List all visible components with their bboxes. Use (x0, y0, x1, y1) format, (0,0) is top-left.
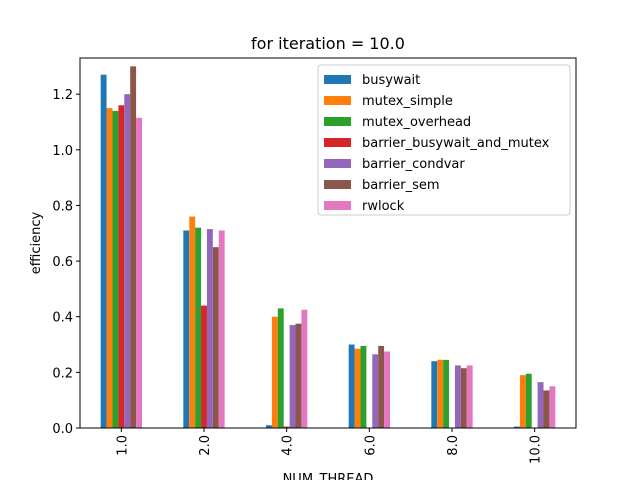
bar-rwlock-6.0 (384, 351, 390, 428)
bar-rwlock-10.0 (549, 386, 556, 428)
bar-rwlock-2.0 (218, 230, 225, 428)
bar-mutex_overhead-1.0 (112, 110, 119, 429)
bar-mutex_simple-10.0 (519, 375, 526, 428)
bar-barrier_busywait_and_mutex-4.0 (283, 426, 290, 428)
legend-swatch-mutex_simple (324, 96, 351, 105)
legend-box (317, 64, 571, 216)
y-tick-label: 0.8 (52, 199, 73, 214)
bar-mutex_simple-8.0 (437, 359, 444, 428)
bar-barrier_busywait_and_mutex-2.0 (201, 305, 207, 428)
legend-label-barrier_busywait_and_mutex: barrier_busywait_and_mutex (362, 136, 550, 151)
bar-mutex_simple-1.0 (106, 108, 113, 428)
legend-swatch-busywait (324, 75, 351, 84)
legend-label-barrier_condvar: barrier_condvar (362, 157, 465, 172)
bar-mutex_overhead-4.0 (277, 308, 284, 428)
legend-swatch-mutex_overhead (324, 117, 351, 126)
x-tick-label: 1.0 (115, 435, 130, 456)
y-axis-label: efficiency (29, 211, 44, 274)
y-tick-label: 1.0 (52, 144, 73, 159)
y-tick-label: 0.4 (52, 311, 73, 326)
bar-mutex_simple-2.0 (189, 216, 196, 428)
bar-barrier_sem-2.0 (212, 247, 219, 428)
bar-busywait-4.0 (266, 425, 272, 428)
y-tick-label: 1.2 (52, 88, 73, 103)
x-tick-label: 6.0 (363, 435, 378, 456)
bar-rwlock-1.0 (136, 117, 142, 428)
bar-busywait-10.0 (514, 426, 520, 428)
legend-label-barrier_sem: barrier_sem (362, 178, 440, 193)
y-tick-label: 0.2 (52, 366, 73, 381)
legend-label-mutex_overhead: mutex_overhead (362, 115, 471, 130)
bar-busywait-1.0 (100, 74, 107, 428)
legend-label-mutex_simple: mutex_simple (362, 94, 453, 109)
x-tick-label: 2.0 (198, 435, 213, 456)
x-tick-label: 8.0 (446, 435, 461, 456)
plot-frame (79, 57, 577, 429)
chart-title: for iteration = 10.0 (251, 34, 405, 53)
x-axis: 1.0 2.0 4.0 6.0 8.0 10.0 (115, 428, 544, 464)
legend: busywait mutex_simple mutex_overheadbarrie… (317, 64, 571, 216)
bar-barrier_sem-8.0 (460, 368, 467, 428)
bar-busywait-6.0 (348, 344, 355, 428)
bar-barrier_sem-10.0 (543, 390, 550, 428)
legend-label-busywait: busywait (362, 73, 420, 88)
bar-barrier_busywait_and_mutex-1.0 (118, 105, 125, 428)
bar-barrier_sem-1.0 (130, 66, 137, 428)
bar-mutex_overhead-6.0 (360, 345, 367, 428)
x-axis-label: NUM_THREAD (283, 472, 374, 480)
y-tick-label: 0.6 (52, 255, 73, 270)
bar-mutex_overhead-2.0 (195, 227, 202, 428)
x-tick-label: 10.0 (529, 435, 544, 464)
bar-barrier_condvar-10.0 (537, 382, 544, 428)
bar-busywait-8.0 (431, 361, 438, 428)
bar-mutex_simple-6.0 (354, 348, 361, 428)
bar-mutex_overhead-10.0 (525, 373, 532, 428)
bar-rwlock-4.0 (301, 309, 308, 428)
legend-label-rwlock: rwlock (362, 199, 405, 214)
legend-swatch-barrier_condvar (324, 159, 351, 168)
x-tick-label: 4.0 (281, 435, 296, 456)
y-axis: 0.0 0.2 0.4 0.6 0.8 1.0 1.2 (52, 88, 80, 437)
bar-rwlock-8.0 (466, 365, 473, 428)
bar-barrier_condvar-8.0 (454, 365, 461, 428)
legend-swatch-barrier_sem (324, 180, 351, 189)
bar-barrier_condvar-2.0 (206, 229, 213, 428)
bar-barrier_condvar-6.0 (372, 354, 379, 428)
legend-swatch-rwlock (324, 201, 351, 210)
bar-mutex_overhead-8.0 (443, 359, 450, 428)
bar-barrier_condvar-1.0 (124, 94, 131, 429)
bar-barrier_sem-4.0 (295, 323, 302, 428)
legend-swatch-barrier_busywait_and_mutex (324, 138, 351, 147)
bar-busywait-2.0 (183, 230, 190, 428)
y-tick-label: 0.0 (52, 422, 73, 437)
bar-barrier_sem-6.0 (378, 345, 385, 428)
bars-group (100, 66, 556, 429)
bar-mutex_simple-4.0 (271, 316, 278, 428)
bar-barrier_condvar-4.0 (289, 325, 296, 428)
